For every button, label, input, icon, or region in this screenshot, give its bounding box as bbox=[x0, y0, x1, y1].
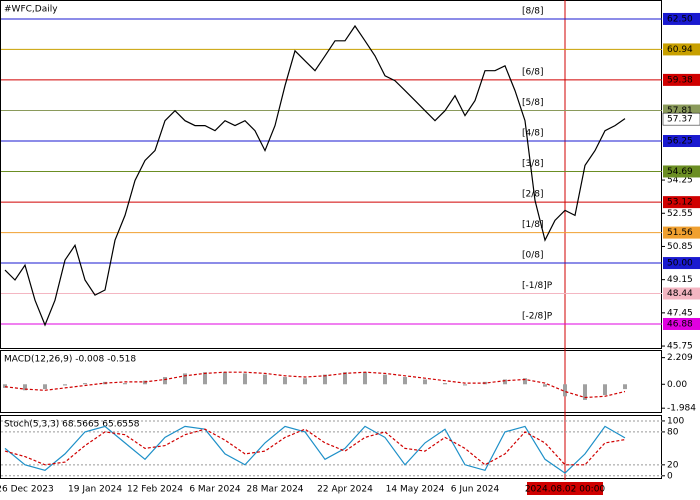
panel-title: MACD(12,26,9) -0.008 -0.518 bbox=[4, 355, 136, 365]
level-label: 48.44 bbox=[667, 289, 693, 299]
level-name: [6/8] bbox=[522, 67, 544, 77]
histogram-bar bbox=[383, 374, 387, 385]
histogram-bar bbox=[183, 373, 187, 385]
level-label: 60.94 bbox=[667, 45, 693, 55]
x-tick-label: 6 Mar 2024 bbox=[189, 485, 241, 495]
panel-title: #WFC,Daily bbox=[4, 5, 58, 15]
level-label-box bbox=[663, 287, 700, 300]
macd-panel bbox=[0, 350, 662, 413]
level-name: [-2/8]P bbox=[522, 311, 553, 321]
x-tick-label: 6 Jun 2024 bbox=[451, 485, 500, 495]
level-label-box bbox=[663, 12, 700, 25]
level-label: 50.00 bbox=[667, 259, 693, 269]
level-label-box bbox=[663, 73, 700, 86]
histogram-bar bbox=[83, 383, 87, 385]
histogram-bar bbox=[403, 377, 407, 385]
y-tick-label: 100 bbox=[667, 416, 684, 426]
stoch-panel bbox=[0, 415, 662, 479]
level-name: [8/8] bbox=[522, 6, 544, 16]
histogram-bar bbox=[283, 377, 287, 385]
level-label-box bbox=[663, 135, 700, 148]
y-tick-label: 0 bbox=[667, 471, 673, 481]
level-label: 56.25 bbox=[667, 137, 693, 147]
x-tick-label: 2024.08.02 00:00 bbox=[525, 485, 606, 495]
histogram-bar bbox=[563, 384, 567, 397]
y-tick-label: 20 bbox=[667, 460, 679, 470]
level-label: 62.50 bbox=[667, 14, 693, 24]
x-tick-label: 19 Jan 2024 bbox=[68, 485, 122, 495]
histogram-bar bbox=[3, 384, 7, 388]
panel-title: Stoch(5,3,3) 68.5665 65.6558 bbox=[4, 420, 140, 430]
indicator-line bbox=[4, 425, 626, 474]
x-tick-label: 14 May 2024 bbox=[386, 485, 445, 495]
histogram-bar bbox=[43, 384, 47, 390]
level-label-box bbox=[663, 257, 700, 270]
x-tick-label: 26 Dec 2023 bbox=[0, 485, 54, 495]
y-tick-label: 50.85 bbox=[667, 242, 693, 252]
level-label: 46.88 bbox=[667, 319, 693, 329]
histogram-bar bbox=[323, 374, 327, 385]
histogram-bar bbox=[123, 383, 127, 385]
y-tick-label: 45.75 bbox=[667, 342, 693, 352]
histogram-bar bbox=[603, 384, 607, 396]
level-label: 51.56 bbox=[667, 228, 693, 238]
last-price-label: 57.37 bbox=[667, 115, 693, 125]
level-label-box bbox=[663, 317, 700, 330]
y-tick-label: 49.15 bbox=[667, 275, 693, 285]
y-tick-label: 47.45 bbox=[667, 308, 693, 318]
level-label: 53.12 bbox=[667, 198, 693, 208]
y-tick-label: 52.55 bbox=[667, 209, 693, 219]
y-tick-label: 0.00 bbox=[667, 380, 687, 390]
histogram-bar bbox=[243, 373, 247, 385]
histogram-bar bbox=[523, 378, 527, 385]
histogram-bar bbox=[203, 372, 207, 385]
histogram-bar bbox=[503, 379, 507, 385]
level-name: [3/8] bbox=[522, 159, 544, 169]
level-label-box bbox=[663, 165, 700, 178]
level-label-box bbox=[663, 196, 700, 209]
level-label: 59.38 bbox=[667, 75, 693, 85]
x-tick-label: 12 Feb 2024 bbox=[127, 485, 183, 495]
level-label: 57.81 bbox=[667, 106, 693, 116]
level-name: [5/8] bbox=[522, 98, 544, 108]
indicator-line bbox=[4, 371, 626, 399]
level-label-box bbox=[663, 43, 700, 56]
histogram-bar bbox=[163, 377, 167, 385]
y-tick-label: -1.984 bbox=[667, 404, 696, 414]
histogram-bar bbox=[583, 384, 587, 400]
histogram-bar bbox=[263, 374, 267, 385]
y-tick-label: 2.209 bbox=[667, 353, 693, 363]
histogram-bar bbox=[443, 383, 447, 385]
level-label-box bbox=[663, 226, 700, 239]
histogram-bar bbox=[303, 378, 307, 385]
last-price-box bbox=[662, 112, 700, 126]
histogram-bar bbox=[463, 384, 467, 386]
histogram-bar bbox=[343, 372, 347, 385]
x-tick-label: 28 Mar 2024 bbox=[246, 485, 303, 495]
histogram-bar bbox=[543, 384, 547, 387]
crosshair-date-box bbox=[527, 482, 603, 495]
histogram-bar bbox=[363, 372, 367, 385]
level-name: [0/8] bbox=[522, 251, 544, 261]
main-panel bbox=[0, 0, 662, 349]
histogram-bar bbox=[623, 384, 627, 390]
level-name: [2/8] bbox=[522, 190, 544, 200]
histogram-bar bbox=[423, 379, 427, 385]
level-name: [1/8] bbox=[522, 220, 544, 230]
price-line bbox=[4, 24, 626, 327]
histogram-bar bbox=[23, 384, 27, 391]
x-tick-label: 22 Apr 2024 bbox=[317, 485, 373, 495]
level-label: 54.69 bbox=[667, 167, 693, 177]
level-name: [4/8] bbox=[522, 129, 544, 139]
histogram-bar bbox=[63, 384, 67, 386]
y-tick-label: 80 bbox=[667, 427, 679, 437]
y-tick-label: 54.25 bbox=[667, 176, 693, 186]
level-name: [-1/8]P bbox=[522, 281, 553, 291]
histogram-bar bbox=[223, 372, 227, 385]
indicator-line bbox=[4, 428, 626, 466]
